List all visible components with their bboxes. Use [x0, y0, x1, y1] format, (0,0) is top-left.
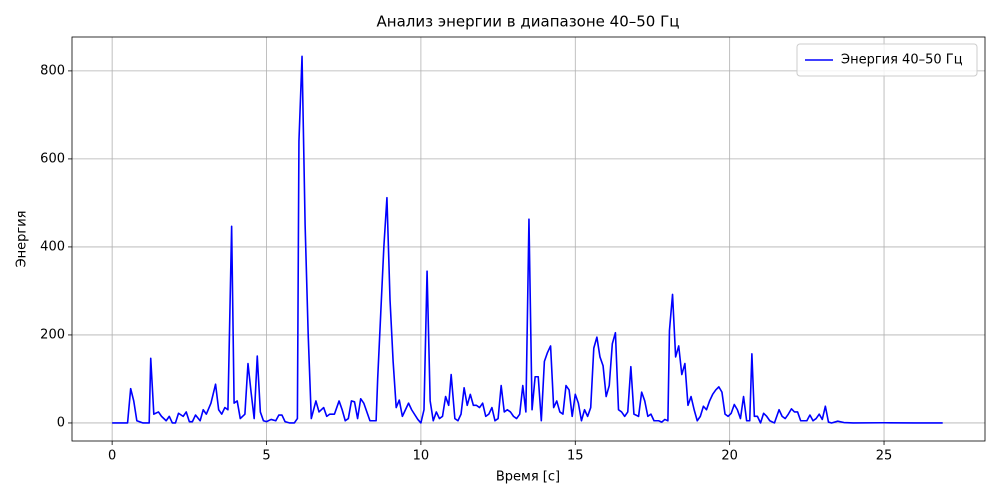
- y-tick-label: 400: [40, 239, 65, 254]
- x-tick-label: 25: [876, 449, 893, 464]
- plot-frame: [71, 36, 986, 442]
- x-tick-label: 5: [262, 449, 270, 464]
- legend-label: Энергия 40–50 Гц: [841, 53, 963, 68]
- legend-box: [796, 43, 978, 77]
- x-tick-label: 10: [413, 449, 430, 464]
- chart-title: Анализ энергии в диапазоне 40–50 Гц: [377, 13, 680, 31]
- y-tick-label: 0: [57, 415, 65, 430]
- y-axis-label: Энергия: [15, 211, 30, 268]
- x-tick-label: 15: [567, 449, 584, 464]
- y-tick-label: 800: [40, 63, 65, 78]
- x-axis-label: Время [с]: [496, 470, 560, 485]
- x-tick-label: 0: [108, 449, 116, 464]
- y-tick-label: 600: [40, 151, 65, 166]
- data-line: [112, 55, 943, 424]
- y-tick-label: 200: [40, 327, 65, 342]
- x-tick-label: 20: [721, 449, 738, 464]
- legend: Энергия 40–50 Гц: [796, 43, 978, 77]
